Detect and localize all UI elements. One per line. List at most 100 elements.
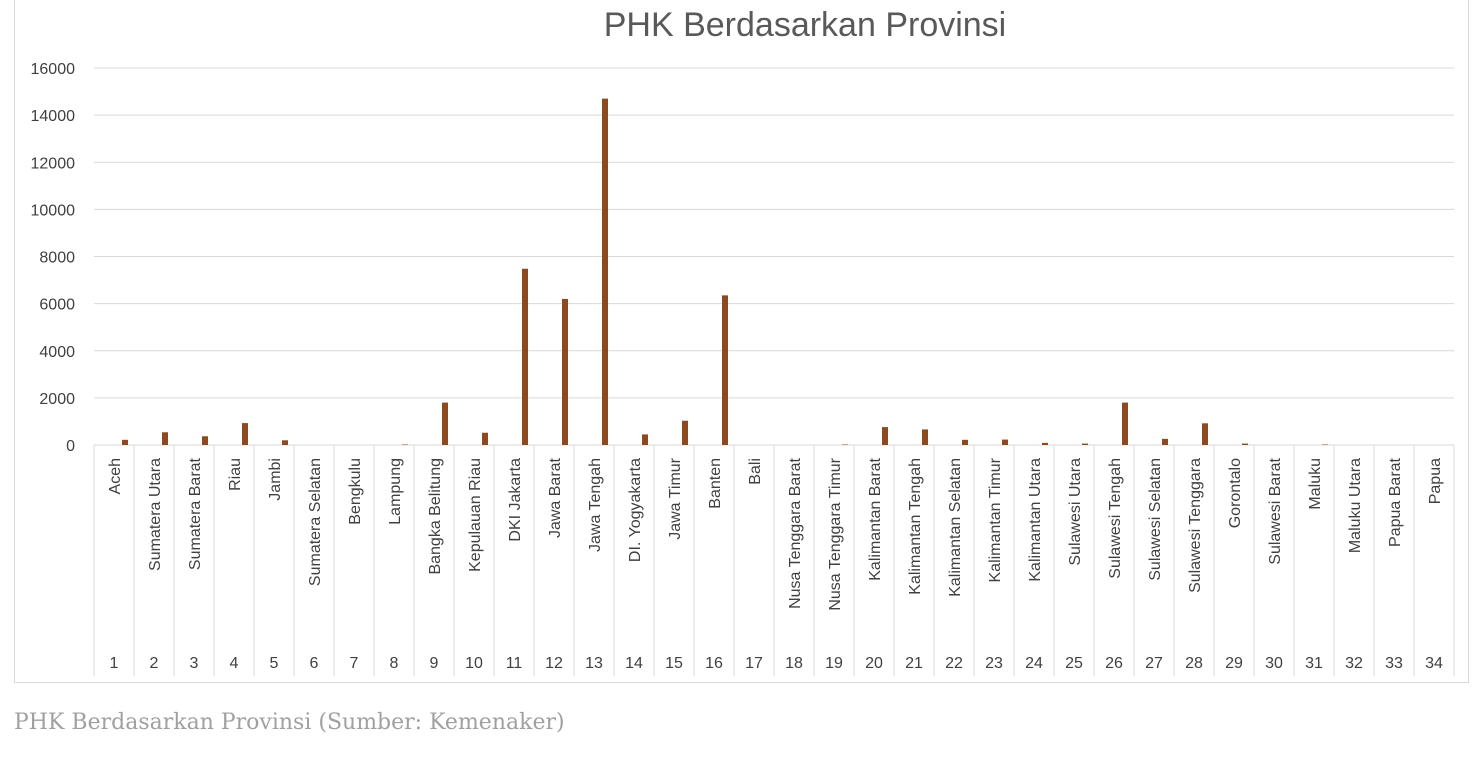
- x-tick-name: Sulawesi Utara: [1067, 458, 1084, 566]
- x-tick-number: 3: [190, 655, 199, 672]
- x-tick-name: Jawa Barat: [547, 457, 564, 538]
- y-axis-ticks: 0 2000 4000 6000 8000 10000 12000 14000 16000: [31, 61, 76, 455]
- x-tick-name: Papua: [1427, 458, 1444, 504]
- x-tick-number: 4: [230, 655, 239, 672]
- bar-14: [642, 434, 648, 445]
- x-tick-name: Nusa Tenggara Barat: [787, 457, 804, 608]
- x-tick-number: 26: [1105, 655, 1123, 672]
- x-tick-number: 1: [110, 655, 119, 672]
- x-tick-name: Maluku Utara: [1347, 458, 1364, 553]
- x-tick-number: 15: [665, 655, 683, 672]
- bar-28: [1202, 423, 1208, 445]
- x-tick-number: 14: [625, 655, 643, 672]
- bar-27: [1162, 438, 1168, 445]
- x-tick-name: Sumatera Barat: [187, 457, 204, 570]
- x-tick-name: Sulawesi Selatan: [1147, 458, 1164, 581]
- y-tick-label: 14000: [31, 108, 76, 125]
- x-tick-number: 29: [1225, 655, 1243, 672]
- gridlines: [94, 67, 1454, 446]
- x-tick-number: 13: [585, 655, 603, 672]
- x-tick-name: Papua Barat: [1387, 457, 1404, 547]
- x-tick-number: 17: [745, 655, 763, 672]
- x-tick-number: 11: [506, 655, 523, 672]
- x-tick-number: 32: [1345, 655, 1363, 672]
- x-tick-name: Sulawesi Barat: [1267, 457, 1284, 564]
- y-tick-label: 0: [66, 438, 75, 455]
- x-tick-name: Kalimantan Timur: [987, 457, 1004, 582]
- x-tick-name: Bangka Belitung: [427, 458, 444, 575]
- x-tick-name: Aceh: [107, 458, 124, 494]
- y-tick-label: 2000: [39, 391, 75, 408]
- bar-15: [682, 420, 688, 445]
- bar-26: [1122, 402, 1128, 445]
- x-tick-name: Jawa Timur: [667, 457, 684, 539]
- x-tick-name: Jawa Tengah: [587, 458, 604, 552]
- x-tick-number: 34: [1425, 655, 1443, 672]
- chart-frame: [14, 0, 1469, 683]
- x-tick-number: 10: [465, 655, 483, 672]
- x-tick-number: 25: [1065, 655, 1083, 672]
- x-tick-number: 31: [1305, 655, 1323, 672]
- bar-19: [842, 444, 848, 445]
- x-tick-number: 23: [985, 655, 1003, 672]
- x-tick-name: Nusa Tenggara Timur: [827, 457, 844, 610]
- x-axis: 1 Aceh 2 Sumatera Utara 3 Sumatera Barat 4 Riau…: [93, 445, 1455, 676]
- chart-title: PHK Berdasarkan Provinsi: [604, 6, 1007, 44]
- bar-21: [922, 429, 928, 445]
- x-tick-number: 6: [310, 655, 319, 672]
- x-tick-name: Kalimantan Selatan: [947, 458, 964, 597]
- x-tick-number: 2: [150, 655, 159, 672]
- bar-1: [122, 439, 128, 445]
- bar-chart: PHK Berdasarkan Provinsi 020004000600080…: [31, 6, 1455, 676]
- x-tick-name: Sulawesi Tenggara: [1187, 458, 1204, 593]
- y-tick-label: 12000: [31, 155, 76, 172]
- bar-4: [242, 423, 248, 445]
- x-tick-number: 27: [1145, 655, 1163, 672]
- bar-22: [962, 439, 968, 445]
- figure-caption: PHK Berdasarkan Provinsi (Sumber: Kemena…: [14, 710, 565, 735]
- x-tick-number: 5: [270, 655, 279, 672]
- x-tick-number: 18: [785, 655, 803, 672]
- x-tick-name: DI. Yogyakarta: [627, 458, 644, 562]
- x-tick-number: 24: [1025, 655, 1043, 672]
- x-tick-name: Gorontalo: [1227, 458, 1244, 528]
- bar-24: [1042, 442, 1048, 445]
- x-tick-name: Bali: [747, 458, 764, 485]
- x-tick-number: 20: [865, 655, 883, 672]
- x-tick-number: 19: [825, 655, 843, 672]
- x-tick-number: 8: [390, 655, 399, 672]
- bar-13: [602, 98, 608, 445]
- x-tick-name: Maluku: [1307, 458, 1324, 510]
- bar-8: [402, 444, 408, 445]
- bar-9: [442, 402, 448, 445]
- bar-3: [202, 436, 208, 445]
- bar-12: [562, 298, 568, 445]
- x-tick-name: Bengkulu: [347, 458, 364, 525]
- x-tick-name: Sumatera Selatan: [307, 458, 324, 586]
- x-tick-number: 21: [905, 655, 923, 672]
- x-tick-number: 7: [350, 655, 359, 672]
- x-tick-name: Lampung: [387, 458, 404, 525]
- x-tick-name: Sulawesi Tengah: [1107, 458, 1124, 579]
- x-tick-number: 28: [1185, 655, 1203, 672]
- bar-31: [1322, 444, 1328, 445]
- x-tick-number: 22: [945, 655, 963, 672]
- x-tick-name: DKI Jakarta: [507, 458, 524, 542]
- bars: [122, 98, 1328, 445]
- x-tick-number: 16: [705, 655, 723, 672]
- x-tick-number: 12: [545, 655, 563, 672]
- bar-23: [1002, 439, 1008, 445]
- x-tick-name: Kepulauan Riau: [467, 458, 484, 572]
- bar-29: [1242, 443, 1248, 445]
- x-tick-name: Riau: [227, 458, 244, 491]
- bar-25: [1082, 443, 1088, 445]
- x-tick-number: 30: [1265, 655, 1283, 672]
- x-tick-name: Kalimantan Utara: [1027, 458, 1044, 582]
- x-tick-name: Jambi: [267, 458, 284, 501]
- y-tick-label: 16000: [31, 61, 76, 78]
- x-tick-name: Sumatera Utara: [147, 458, 164, 571]
- bar-11: [522, 268, 528, 445]
- x-tick-number: 9: [430, 655, 439, 672]
- bar-5: [282, 440, 288, 445]
- bar-10: [482, 432, 488, 445]
